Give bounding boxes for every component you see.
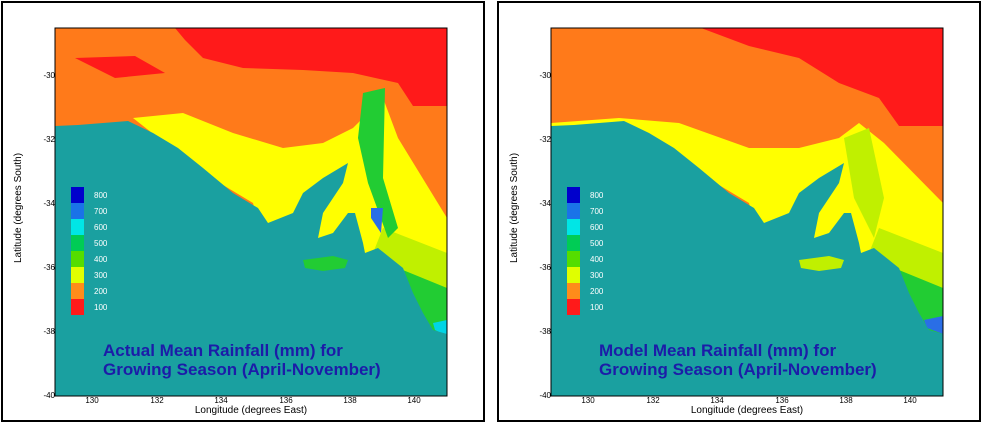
legend-item: 100 bbox=[567, 299, 603, 315]
arid-zone bbox=[175, 28, 447, 106]
arid-zone bbox=[701, 28, 943, 126]
y-tick: -36 bbox=[43, 263, 55, 272]
arid-zone bbox=[75, 56, 165, 78]
actual-rainfall-panel: Latitude (degrees South) Longitude (degr… bbox=[1, 1, 485, 422]
ranges-green bbox=[358, 88, 398, 238]
kangaroo-island bbox=[303, 256, 348, 271]
y-tick: -40 bbox=[43, 391, 55, 400]
legend-item: 800 bbox=[71, 187, 107, 203]
map-caption: Model Mean Rainfall (mm) for Growing Sea… bbox=[599, 341, 929, 379]
model-rainfall-panel: Latitude (degrees South) Longitude (degr… bbox=[497, 1, 981, 422]
legend-item: 500 bbox=[567, 235, 603, 251]
x-tick: 138 bbox=[343, 396, 357, 405]
legend-item: 300 bbox=[71, 267, 107, 283]
legend-item: 600 bbox=[71, 219, 107, 235]
legend-item: 200 bbox=[567, 283, 603, 299]
coastal-high bbox=[924, 316, 943, 334]
legend-item: 400 bbox=[567, 251, 603, 267]
y-axis-label: Latitude (degrees South) bbox=[509, 152, 520, 264]
legend-item: 200 bbox=[71, 283, 107, 299]
x-tick: 134 bbox=[214, 396, 228, 405]
coastal-high bbox=[433, 320, 447, 336]
x-tick: 134 bbox=[710, 396, 724, 405]
actual-rainfall-map bbox=[54, 27, 448, 397]
legend-item: 100 bbox=[71, 299, 107, 315]
legend-item: 300 bbox=[567, 267, 603, 283]
kangaroo-island bbox=[799, 256, 844, 271]
x-tick: 132 bbox=[150, 396, 164, 405]
rainfall-legend: 800 700 600 500 400 300 200 100 bbox=[71, 187, 107, 315]
map-caption: Actual Mean Rainfall (mm) for Growing Se… bbox=[103, 341, 433, 379]
caption-line-2: Growing Season (April-November) bbox=[103, 360, 381, 379]
x-tick: 138 bbox=[839, 396, 853, 405]
ocean bbox=[55, 121, 447, 396]
legend-item: 700 bbox=[567, 203, 603, 219]
legend-item: 500 bbox=[71, 235, 107, 251]
y-tick: -30 bbox=[43, 71, 55, 80]
legend-item: 800 bbox=[567, 187, 603, 203]
rainfall-legend: 800 700 600 500 400 300 200 100 bbox=[567, 187, 603, 315]
y-tick: -30 bbox=[539, 71, 551, 80]
y-tick: -32 bbox=[539, 135, 551, 144]
caption-line-2: Growing Season (April-November) bbox=[599, 360, 877, 379]
legend-item: 600 bbox=[567, 219, 603, 235]
y-tick: -38 bbox=[43, 327, 55, 336]
x-tick: 130 bbox=[85, 396, 99, 405]
y-tick: -34 bbox=[539, 199, 551, 208]
caption-line-1: Model Mean Rainfall (mm) for bbox=[599, 341, 837, 360]
x-tick: 132 bbox=[646, 396, 660, 405]
plot-frame bbox=[54, 27, 448, 397]
y-tick: -34 bbox=[43, 199, 55, 208]
x-tick: 140 bbox=[407, 396, 421, 405]
x-tick: 130 bbox=[581, 396, 595, 405]
y-tick: -32 bbox=[43, 135, 55, 144]
x-axis-label: Longitude (degrees East) bbox=[690, 405, 804, 416]
legend-item: 700 bbox=[71, 203, 107, 219]
y-tick: -38 bbox=[539, 327, 551, 336]
x-tick: 136 bbox=[279, 396, 293, 405]
model-rainfall-map bbox=[550, 27, 944, 397]
caption-line-1: Actual Mean Rainfall (mm) for bbox=[103, 341, 343, 360]
y-tick: -40 bbox=[539, 391, 551, 400]
legend-item: 400 bbox=[71, 251, 107, 267]
ranges-high bbox=[371, 208, 383, 233]
x-tick: 140 bbox=[903, 396, 917, 405]
y-tick: -36 bbox=[539, 263, 551, 272]
y-axis-label: Latitude (degrees South) bbox=[13, 152, 24, 264]
ocean bbox=[551, 121, 943, 396]
ranges-green bbox=[844, 128, 884, 238]
plot-frame bbox=[550, 27, 944, 397]
x-axis-label: Longitude (degrees East) bbox=[194, 405, 308, 416]
x-tick: 136 bbox=[775, 396, 789, 405]
